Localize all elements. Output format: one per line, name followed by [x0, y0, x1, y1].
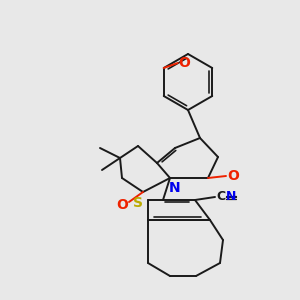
Text: O: O	[116, 198, 128, 212]
Text: C: C	[216, 190, 226, 203]
Text: O: O	[227, 169, 239, 183]
Text: N: N	[169, 181, 181, 195]
Text: N: N	[226, 190, 236, 203]
Text: S: S	[133, 196, 143, 210]
Text: O: O	[178, 56, 190, 70]
